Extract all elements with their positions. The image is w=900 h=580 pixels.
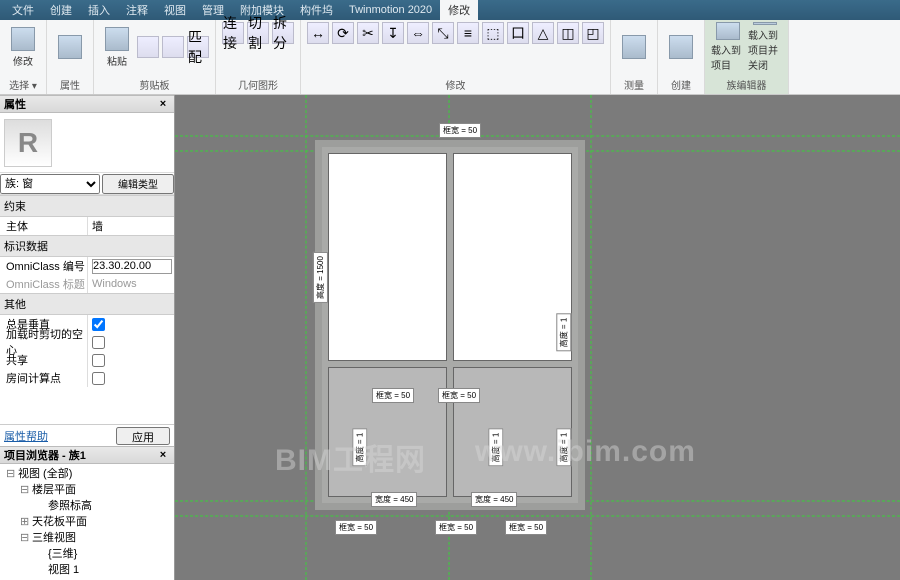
ribbon-tool[interactable]: ✂ <box>357 22 379 44</box>
menu-tab[interactable]: 创建 <box>42 0 80 20</box>
tree-node[interactable]: 参照标高 <box>2 498 174 514</box>
ribbon-group-label: 创建 <box>671 75 691 94</box>
tree-node[interactable]: ⊟视图 (全部) <box>2 466 174 482</box>
prop-checkbox[interactable] <box>92 318 105 331</box>
tree-node[interactable]: ⊞天花板平面 <box>2 514 174 530</box>
ribbon-tool[interactable]: 匹配 <box>187 36 209 58</box>
prop-checkbox[interactable] <box>92 372 105 385</box>
prop-key: 房间计算点 <box>0 369 88 387</box>
menu-tab[interactable]: 注释 <box>118 0 156 20</box>
ribbon-tool[interactable]: ⤡ <box>432 22 454 44</box>
modify-cursor[interactable]: 修改 <box>6 22 40 72</box>
omniclass-title-key: OmniClass 标题 <box>0 275 88 293</box>
ribbon-tool[interactable]: ◰ <box>582 22 604 44</box>
omniclass-num-key: OmniClass 编号 <box>0 257 88 275</box>
menu-tab[interactable]: Twinmotion 2020 <box>341 2 440 18</box>
ribbon-tool[interactable]: ≡ <box>457 22 479 44</box>
edit-type-button[interactable]: 编辑类型 <box>102 174 174 194</box>
ribbon-group-label: 属性 <box>60 75 80 94</box>
properties-header: 属性 × <box>0 95 174 113</box>
ribbon: 修改选择 ▾属性粘贴匹配剪贴板连接切割拆分几何图形↔⟳✂↧⇔⤡≡⬚口△◫◰修改测… <box>0 20 900 95</box>
watermark: www.ibim.com <box>475 435 696 469</box>
ribbon-tool[interactable]: ◫ <box>557 22 579 44</box>
paste[interactable]: 粘贴 <box>100 22 134 72</box>
dimension-tag[interactable]: 框宽 = 50 <box>505 520 547 535</box>
menu-tab-active[interactable]: 修改 <box>440 0 478 20</box>
type-thumbnail: R <box>0 113 174 173</box>
measure[interactable] <box>617 22 651 72</box>
close-icon[interactable]: × <box>156 98 170 110</box>
menu-tab[interactable]: 插入 <box>80 0 118 20</box>
properties-help-link[interactable]: 属性帮助 <box>4 428 48 444</box>
ident-header: 标识数据 <box>0 235 174 257</box>
menu-tab[interactable]: 构件坞 <box>292 0 341 20</box>
menu-tab[interactable]: 文件 <box>4 0 42 20</box>
prop-key: 加载时剪切的空心 <box>0 333 88 351</box>
browser-title: 项目浏览器 - 族1 <box>4 447 86 463</box>
project-browser-tree[interactable]: ⊟视图 (全部)⊟楼层平面参照标高⊞天花板平面⊟三维视图{三维}视图 1 <box>0 464 174 580</box>
ribbon-tool[interactable]: △ <box>532 22 554 44</box>
dimension-tag[interactable]: 框宽 = 50 <box>439 123 481 138</box>
props-panel[interactable] <box>53 22 87 72</box>
tree-node[interactable]: ⊟三维视图 <box>2 530 174 546</box>
revit-logo-icon: R <box>4 119 52 167</box>
ribbon-group-label: 几何图形 <box>238 75 278 94</box>
ribbon-group-label: 族编辑器 <box>727 75 767 94</box>
ribbon-tool[interactable]: ↧ <box>382 22 404 44</box>
omniclass-title-value: Windows <box>88 275 174 293</box>
ribbon-tool[interactable]: 连接 <box>222 22 244 44</box>
dimension-tag[interactable]: 框宽 = 50 <box>435 520 477 535</box>
tree-node[interactable]: {三维} <box>2 546 174 562</box>
constraints-header: 约束 <box>0 195 174 217</box>
ribbon-group-label: 测量 <box>624 75 644 94</box>
tree-node[interactable]: 视图 1 <box>2 562 174 578</box>
ribbon-tool[interactable]: ↔ <box>307 22 329 44</box>
dimension-tag[interactable]: 宽度 = 450 <box>471 492 517 507</box>
drawing-canvas[interactable]: 框宽 = 50 高度 = 1500 高度 = 1 框宽 = 50 框宽 = 50… <box>175 95 900 580</box>
ribbon-tool[interactable]: 拆分 <box>272 22 294 44</box>
dimension-tag[interactable]: 高度 = 1500 <box>313 252 328 303</box>
ribbon-group-label: 剪贴板 <box>140 75 170 94</box>
menu-bar: 文件创建插入注释视图管理附加模块构件坞Twinmotion 2020修改 <box>0 0 900 20</box>
dimension-tag[interactable]: 框宽 = 50 <box>438 388 480 403</box>
browser-header: 项目浏览器 - 族1 × <box>0 446 174 464</box>
ribbon-tool[interactable]: 口 <box>507 22 529 44</box>
ribbon-tool[interactable] <box>137 36 159 58</box>
ribbon-tool[interactable] <box>162 36 184 58</box>
prop-checkbox[interactable] <box>92 354 105 367</box>
apply-button[interactable]: 应用 <box>116 427 170 445</box>
other-header: 其他 <box>0 293 174 315</box>
ribbon-group-label: 修改 <box>446 75 466 94</box>
family-selector[interactable]: 族: 窗 <box>0 174 100 194</box>
watermark: BIM工程网 <box>275 435 426 479</box>
dimension-tag[interactable]: 高度 = 1 <box>556 314 571 352</box>
prop-checkbox[interactable] <box>92 336 105 349</box>
ribbon-tool[interactable]: ⬚ <box>482 22 504 44</box>
ribbon-tool[interactable]: ⇔ <box>407 22 429 44</box>
prop-key: 共享 <box>0 351 88 369</box>
ribbon-tool[interactable]: ⟳ <box>332 22 354 44</box>
load-close[interactable]: 载入到 项目并关闭 <box>748 22 782 72</box>
ribbon-group-label: 选择 ▾ <box>9 75 37 94</box>
ribbon-tool[interactable]: 切割 <box>247 22 269 44</box>
host-value[interactable]: 墙 <box>88 217 174 235</box>
properties-grid: 约束 主体墙 标识数据 OmniClass 编号 OmniClass 标题Win… <box>0 195 174 387</box>
menu-tab[interactable]: 视图 <box>156 0 194 20</box>
tree-node[interactable]: ⊟楼层平面 <box>2 482 174 498</box>
load-proj[interactable]: 载入到 项目 <box>711 22 745 72</box>
omniclass-num-input[interactable] <box>92 259 172 274</box>
host-key: 主体 <box>0 217 88 235</box>
create[interactable] <box>664 22 698 72</box>
close-icon[interactable]: × <box>156 449 170 461</box>
dimension-tag[interactable]: 框宽 = 50 <box>372 388 414 403</box>
dimension-tag[interactable]: 框宽 = 50 <box>335 520 377 535</box>
properties-title: 属性 <box>4 96 26 112</box>
dimension-tag[interactable]: 宽度 = 450 <box>371 492 417 507</box>
